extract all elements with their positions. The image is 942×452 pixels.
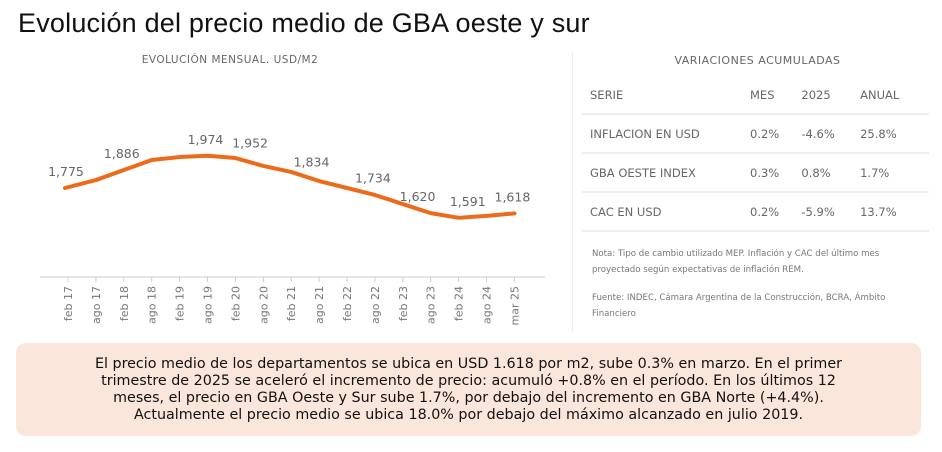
- data-label: 1,775: [48, 164, 84, 179]
- x-tick-label: ago 18: [146, 286, 159, 324]
- data-label: 1,974: [188, 132, 224, 147]
- cell: 0.2%: [750, 192, 802, 232]
- cell: 0.2%: [750, 114, 802, 154]
- x-tick-label: ago 17: [90, 286, 103, 324]
- data-label: 1,591: [450, 194, 486, 209]
- note-text: Nota: Tipo de cambio utilizado MEP. Infl…: [592, 249, 880, 275]
- cell: -5.9%: [801, 192, 861, 232]
- header-anual: ANUAL: [860, 76, 929, 115]
- x-tick-label: mar 25: [508, 286, 521, 325]
- table-row: CAC EN USD 0.2% -5.9% 13.7%: [582, 192, 929, 232]
- data-label: 1,886: [104, 146, 140, 161]
- header-2025: 2025: [801, 76, 861, 115]
- x-tick-label: feb 23: [397, 286, 410, 321]
- x-tick-label: feb 19: [174, 286, 187, 321]
- summary-text: El precio medio de los departamentos se …: [94, 355, 843, 423]
- cell: 0.8%: [801, 153, 861, 193]
- chart-title: EVOLUCIÓN MENSUAL. USD/M2: [141, 54, 319, 66]
- cell: CAC EN USD: [582, 192, 750, 232]
- x-tick-label: ago 22: [369, 286, 382, 324]
- variations-table: SERIE MES 2025 ANUAL INFLACION EN USD 0.2…: [582, 76, 929, 232]
- header-serie: SERIE: [582, 76, 750, 115]
- cell: 1.7%: [860, 153, 929, 193]
- source-text: Fuente: INDEC, Cámara Argentina de la Co…: [592, 293, 886, 319]
- data-label: 1,618: [495, 189, 531, 204]
- x-tick-label: ago 20: [257, 286, 270, 324]
- summary-box: El precio medio de los departamentos se …: [16, 343, 921, 436]
- x-tick-label: feb 22: [341, 286, 354, 321]
- data-label: 1,952: [232, 135, 268, 150]
- data-label: 1,734: [355, 171, 391, 186]
- cell: 13.7%: [860, 192, 929, 232]
- data-label: 1,834: [294, 154, 330, 169]
- x-tick-label: feb 17: [62, 286, 75, 321]
- cell: INFLACION EN USD: [582, 114, 750, 154]
- table-row: INFLACION EN USD 0.2% -4.6% 25.8%: [582, 114, 929, 154]
- line-chart: feb 17 ago 17 feb 18 ago 18 feb 19 ago 19 feb …: [40, 132, 545, 325]
- x-tick-label: ago 19: [202, 286, 215, 324]
- cell: GBA OESTE INDEX: [582, 153, 750, 193]
- x-tick-label: feb 18: [118, 286, 131, 321]
- table-title: VARIACIONES ACUMULADAS: [674, 54, 841, 67]
- data-label: 1,620: [400, 189, 436, 204]
- x-tick-label: ago 21: [313, 286, 326, 324]
- x-tick-label: ago 23: [425, 286, 438, 324]
- x-tick-label: feb 21: [285, 286, 298, 321]
- table-row: GBA OESTE INDEX 0.3% 0.8% 1.7%: [582, 153, 929, 193]
- table-header-row: SERIE MES 2025 ANUAL: [582, 76, 929, 115]
- x-tick-label: ago 24: [481, 286, 494, 324]
- x-tick-label: feb 20: [229, 286, 242, 321]
- series-line: [63, 153, 517, 220]
- cell: 25.8%: [860, 114, 929, 154]
- cell: -4.6%: [801, 114, 861, 154]
- page-title: Evolución del precio medio de GBA oeste …: [18, 8, 590, 38]
- header-mes: MES: [750, 76, 802, 115]
- cell: 0.3%: [750, 153, 802, 193]
- x-tick-label: feb 24: [453, 286, 466, 321]
- divider: [572, 52, 573, 332]
